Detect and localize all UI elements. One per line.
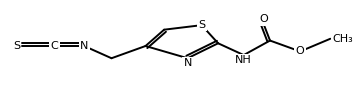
Text: N: N (80, 41, 88, 51)
Text: CH₃: CH₃ (332, 34, 353, 44)
Text: NH: NH (235, 55, 252, 65)
Text: C: C (51, 41, 58, 51)
Text: S: S (13, 41, 20, 51)
Text: N: N (183, 58, 192, 68)
Text: O: O (296, 46, 304, 56)
Text: S: S (198, 20, 205, 30)
Text: O: O (259, 14, 268, 24)
